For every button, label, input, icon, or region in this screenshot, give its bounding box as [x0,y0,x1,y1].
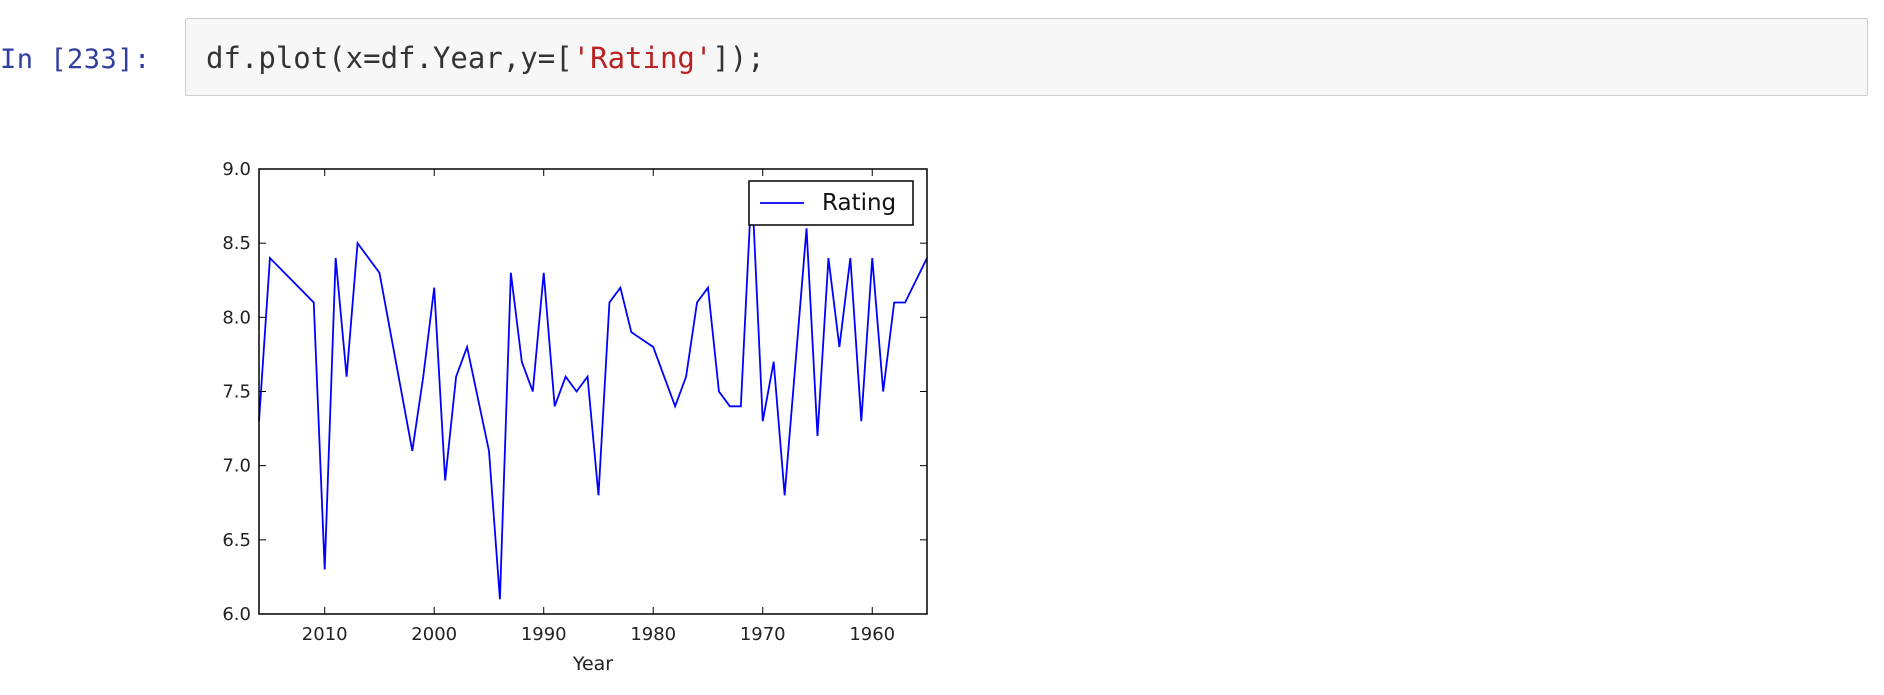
cell-prompt: In [233]: [0,44,151,75]
y-tick-label: 8.0 [222,307,251,328]
x-tick-label: 1990 [521,624,567,645]
code-text[interactable]: df.plot(x=df.Year,y=['Rating']); [206,41,765,75]
y-tick-label: 8.5 [222,233,251,254]
x-axis-label: Year [572,653,613,675]
code-string-literal: 'Rating' [572,41,713,75]
legend: Rating [748,180,914,226]
y-tick-label: 6.5 [222,530,251,551]
plot-frame [258,168,928,615]
code-text-plain: df.plot(x=df.Year,y=[ [206,41,573,75]
y-tick-label: 7.0 [222,456,251,477]
x-tick-label: 1980 [630,624,676,645]
legend-label: Rating [822,190,896,216]
x-tick-label: 1960 [849,624,895,645]
y-tick-label: 9.0 [222,159,251,180]
series-line-0 [258,183,928,600]
cell-output: 6.0 6.5 7.0 7.5 8.0 8.5 9.0 2010 2000 1990 1980 197… [190,150,950,695]
x-tick-label: 2010 [302,624,348,645]
y-tick-label: 7.5 [222,382,251,403]
x-tick-label: 2000 [411,624,457,645]
code-input-area[interactable]: df.plot(x=df.Year,y=['Rating']); [185,18,1868,96]
code-text-plain-end: ]); [712,41,765,75]
line-chart: 6.0 6.5 7.0 7.5 8.0 8.5 9.0 2010 2000 1990 1980 197… [222,159,928,675]
y-tick-label: 6.0 [222,604,251,625]
x-tick-label: 1970 [740,624,786,645]
